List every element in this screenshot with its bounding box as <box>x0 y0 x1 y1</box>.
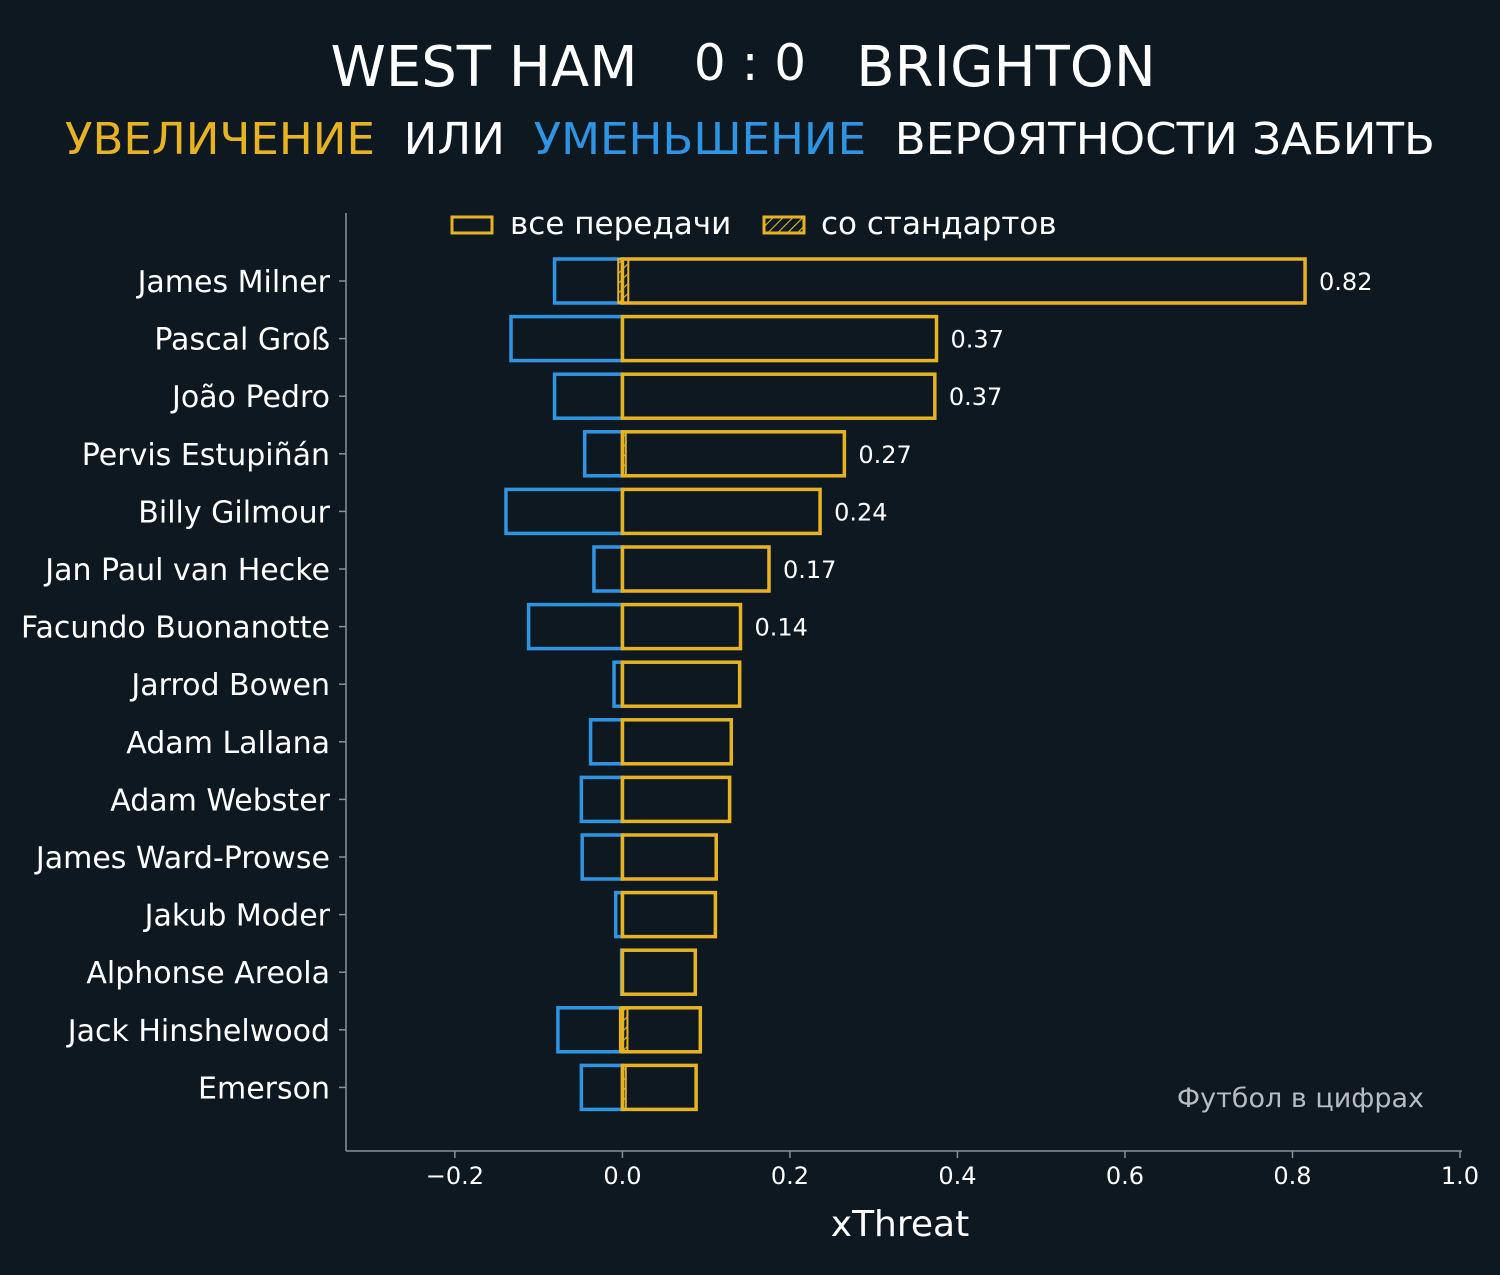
data-label: 0.37 <box>951 326 1004 354</box>
bar-increase <box>620 1006 703 1054</box>
y-tick-label: Jack Hinshelwood <box>66 1014 330 1049</box>
bar-decrease <box>588 718 625 766</box>
chart-subtitle: УВЕЛИЧЕНИЕ ИЛИ УМЕНЬШЕНИЕ ВЕРОЯТНОСТИ ЗА… <box>65 114 1435 165</box>
bar-decrease <box>556 1006 625 1054</box>
bar-increase <box>620 890 718 939</box>
bar-increase <box>620 602 743 651</box>
chart-title-score: 0 : 0 <box>694 34 806 92</box>
x-axis-label: xThreat <box>831 1204 969 1245</box>
x-tick-label: 0.2 <box>771 1162 809 1190</box>
bar-increase <box>620 718 734 766</box>
bar-decrease <box>504 487 625 536</box>
legend-swatch-set-pieces <box>762 215 806 235</box>
y-tick-label: Jakub Moder <box>143 899 331 934</box>
bar-increase <box>620 775 732 824</box>
y-tick-label: James Milner <box>136 265 331 300</box>
legend: все передачи со стандартов <box>450 206 1057 242</box>
bar-decrease <box>579 775 625 824</box>
chart-title-home: WEST HAM <box>330 35 637 100</box>
bar-increase <box>620 430 847 478</box>
bar-setpiece-increase <box>621 1006 629 1053</box>
bar-setpiece-increase <box>621 258 630 304</box>
bar-increase <box>620 1063 698 1112</box>
chart-title-away: BRIGHTON <box>856 35 1156 100</box>
y-tick-label: James Ward-Prowse <box>34 841 330 876</box>
legend-label-all-passes: все передачи <box>510 206 731 242</box>
x-tick-label: 0.4 <box>938 1162 976 1190</box>
bar-increase <box>620 372 937 420</box>
data-label: 0.17 <box>783 556 836 584</box>
bar-decrease <box>552 372 625 420</box>
y-tick-labels: James Milner Pascal Groß João Pedro Pervis … <box>21 265 346 1106</box>
legend-swatch-all-passes <box>450 215 494 235</box>
bar-decrease <box>579 1063 625 1112</box>
bar-increase <box>620 545 771 593</box>
bar-decrease <box>552 257 625 305</box>
bar-decrease <box>509 314 625 363</box>
y-tick-label: Alphonse Areola <box>86 956 330 991</box>
x-tick-label: 0.0 <box>603 1162 641 1190</box>
y-tick-label: Billy Gilmour <box>138 495 330 530</box>
bar-decrease <box>592 545 625 593</box>
y-tick-label: Emerson <box>198 1071 330 1106</box>
y-tick-label: Jarrod Bowen <box>129 668 330 703</box>
watermark: Футбол в цифрах <box>1177 1083 1424 1114</box>
bar-decrease <box>580 833 625 881</box>
bars-layer: 0.82 0.37 0.37 0.27 0.24 0.17 0.14 <box>504 257 1372 1112</box>
x-ticks: −0.2 0.0 0.2 0.4 0.6 0.8 1.0 <box>426 1151 1479 1190</box>
bar-decrease <box>526 602 625 651</box>
bar-increase <box>620 487 822 536</box>
y-tick-label: Facundo Buonanotte <box>21 611 330 646</box>
y-tick-label: João Pedro <box>170 380 330 415</box>
bar-increase <box>620 257 1307 305</box>
bar-increase <box>620 660 742 708</box>
bar-decrease <box>582 430 625 478</box>
legend-label-set-pieces: со стандартов <box>821 206 1057 242</box>
bar-increase <box>620 833 718 881</box>
x-tick-label: 1.0 <box>1441 1162 1479 1190</box>
subtitle-rest: ВЕРОЯТНОСТИ ЗАБИТЬ <box>895 114 1435 165</box>
y-tick-label: Adam Webster <box>110 783 330 818</box>
y-tick-label: Adam Lallana <box>126 726 330 761</box>
data-label: 0.14 <box>755 614 808 642</box>
data-label: 0.37 <box>949 383 1002 411</box>
y-tick-label: Pascal Groß <box>154 323 330 358</box>
y-tick-label: Pervis Estupiñán <box>82 438 330 473</box>
subtitle-increase: УВЕЛИЧЕНИЕ <box>65 114 375 165</box>
bar-increase <box>620 948 698 996</box>
data-label: 0.82 <box>1319 268 1372 296</box>
subtitle-or: ИЛИ <box>404 114 505 165</box>
x-tick-label: −0.2 <box>426 1162 484 1190</box>
bar-setpiece-increase <box>621 1064 627 1111</box>
data-label: 0.24 <box>834 498 887 526</box>
x-tick-label: 0.8 <box>1273 1162 1311 1190</box>
y-tick-label: Jan Paul van Hecke <box>43 553 330 588</box>
subtitle-decrease: УМЕНЬШЕНИЕ <box>534 114 866 165</box>
bar-increase <box>620 314 939 363</box>
data-label: 0.27 <box>858 441 911 469</box>
bar-setpiece-increase <box>621 430 627 477</box>
x-tick-label: 0.6 <box>1106 1162 1144 1190</box>
